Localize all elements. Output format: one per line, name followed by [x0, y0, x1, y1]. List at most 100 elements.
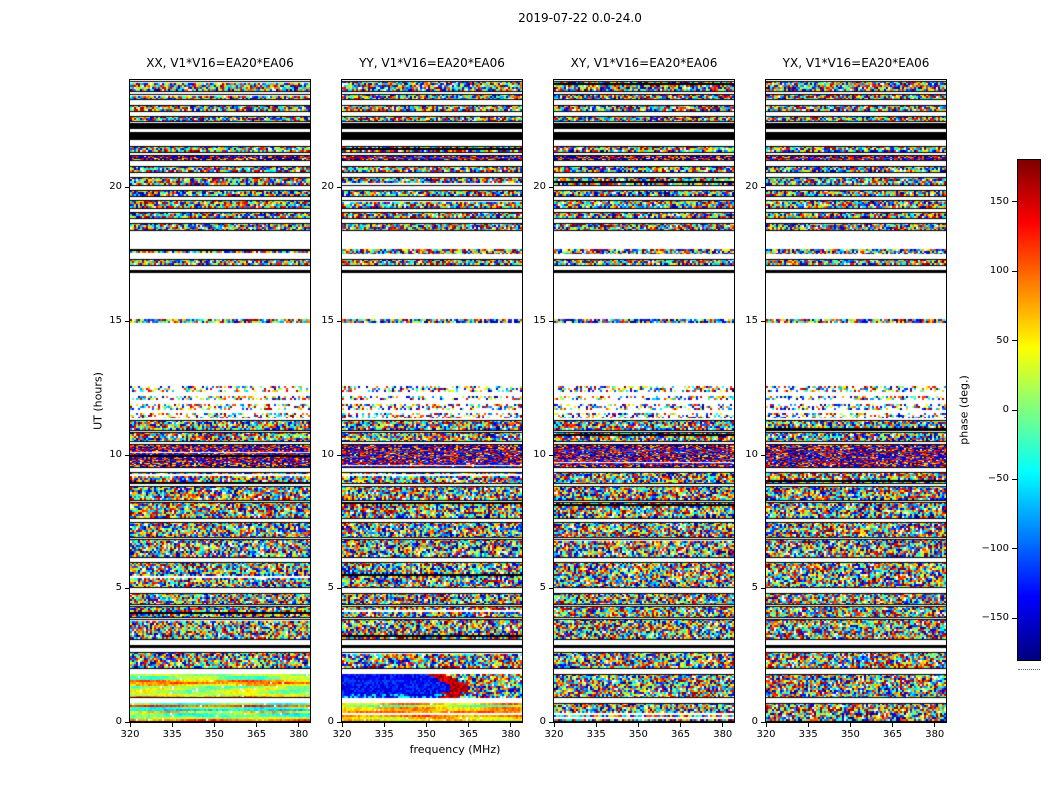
colorbar-tick-label: 50: [996, 334, 1009, 346]
colorbar-tick: [1012, 340, 1017, 342]
x-tick-label: 365: [459, 729, 479, 740]
spectrogram-yy: [342, 80, 522, 722]
x-tick: [298, 723, 300, 727]
y-tick: [761, 454, 765, 456]
y-tick: [761, 587, 765, 589]
colorbar-frame: [1017, 159, 1041, 661]
y-tick-label: 15: [321, 315, 334, 326]
y-tick-label: 0: [115, 716, 122, 727]
plot-area-xy: [553, 79, 735, 723]
x-tick: [849, 723, 851, 727]
plot-area-xx: [129, 79, 311, 723]
x-tick-label: 380: [501, 729, 521, 740]
x-tick: [213, 723, 215, 727]
x-tick-label: 335: [798, 729, 818, 740]
y-tick-label: 5: [115, 582, 122, 593]
x-tick: [595, 723, 597, 727]
x-tick-label: 320: [120, 729, 140, 740]
x-tick: [722, 723, 724, 727]
colorbar-gradient: [1018, 160, 1040, 660]
colorbar-tick: [1012, 201, 1017, 203]
x-tick-label: 335: [586, 729, 606, 740]
panel-title-xy: XY, V1*V16=EA20*EA06: [570, 56, 718, 70]
x-tick-label: 335: [374, 729, 394, 740]
x-tick-label: 350: [204, 729, 224, 740]
x-tick: [892, 723, 894, 727]
panel-title-yx: YX, V1*V16=EA20*EA06: [782, 56, 930, 70]
x-tick-label: 380: [713, 729, 733, 740]
y-tick: [549, 587, 553, 589]
y-tick: [125, 320, 129, 322]
x-tick: [553, 723, 555, 727]
y-tick-label: 20: [321, 181, 334, 192]
x-tick-label: 350: [628, 729, 648, 740]
colorbar-tick-label: 150: [989, 195, 1009, 207]
x-tick-label: 365: [671, 729, 691, 740]
y-tick: [337, 454, 341, 456]
x-tick: [765, 723, 767, 727]
x-tick-label: 365: [883, 729, 903, 740]
x-tick-label: 350: [840, 729, 860, 740]
colorbar-tick-label: −100: [981, 542, 1009, 554]
y-tick-label: 20: [109, 181, 122, 192]
colorbar-tick-label: −50: [987, 473, 1009, 485]
x-tick-label: 380: [925, 729, 945, 740]
y-tick-label: 0: [751, 716, 758, 727]
panel-title-yy: YY, V1*V16=EA20*EA06: [359, 56, 505, 70]
x-tick-label: 320: [544, 729, 564, 740]
x-tick-label: 380: [289, 729, 309, 740]
x-tick: [934, 723, 936, 727]
panel-title-xx: XX, V1*V16=EA20*EA06: [146, 56, 294, 70]
y-tick: [125, 454, 129, 456]
colorbar-dotted-edge: [1018, 669, 1040, 670]
y-tick-label: 0: [327, 716, 334, 727]
y-axis-label: UT (hours): [91, 372, 105, 430]
spectrogram-xy: [554, 80, 734, 722]
x-tick: [468, 723, 470, 727]
colorbar-tick: [1012, 548, 1017, 550]
y-tick-label: 15: [533, 315, 546, 326]
x-tick-label: 350: [416, 729, 436, 740]
y-tick: [549, 320, 553, 322]
x-tick: [129, 723, 131, 727]
y-tick-label: 15: [109, 315, 122, 326]
colorbar-tick-label: 0: [1002, 404, 1009, 415]
y-tick: [337, 587, 341, 589]
colorbar-tick-label: −150: [981, 612, 1009, 624]
y-tick-label: 5: [539, 582, 546, 593]
y-tick-label: 15: [745, 315, 758, 326]
plot-area-yx: [765, 79, 947, 723]
x-tick-label: 335: [162, 729, 182, 740]
colorbar-tick: [1012, 270, 1017, 272]
x-tick-label: 320: [332, 729, 352, 740]
figure-title: 2019-07-22 0.0-24.0: [518, 11, 642, 25]
y-tick: [125, 721, 129, 723]
x-tick-label: 365: [247, 729, 267, 740]
y-tick-label: 5: [751, 582, 758, 593]
y-tick: [761, 320, 765, 322]
x-tick: [637, 723, 639, 727]
colorbar-tick-label: 100: [989, 265, 1009, 277]
x-axis-label: frequency (MHz): [409, 743, 501, 756]
y-tick: [125, 587, 129, 589]
y-tick: [337, 320, 341, 322]
y-tick-label: 5: [327, 582, 334, 593]
x-tick: [680, 723, 682, 727]
y-tick-label: 20: [745, 181, 758, 192]
x-tick: [256, 723, 258, 727]
plot-area-yy: [341, 79, 523, 723]
colorbar-tick: [1012, 478, 1017, 480]
y-tick: [125, 186, 129, 188]
y-tick: [337, 721, 341, 723]
y-tick: [761, 186, 765, 188]
colorbar-tick: [1012, 409, 1017, 411]
x-tick: [171, 723, 173, 727]
y-tick-label: 10: [745, 449, 758, 460]
y-tick-label: 10: [321, 449, 334, 460]
y-tick: [337, 186, 341, 188]
y-tick-label: 10: [533, 449, 546, 460]
x-tick: [383, 723, 385, 727]
x-tick: [510, 723, 512, 727]
spectrogram-yx: [766, 80, 946, 722]
